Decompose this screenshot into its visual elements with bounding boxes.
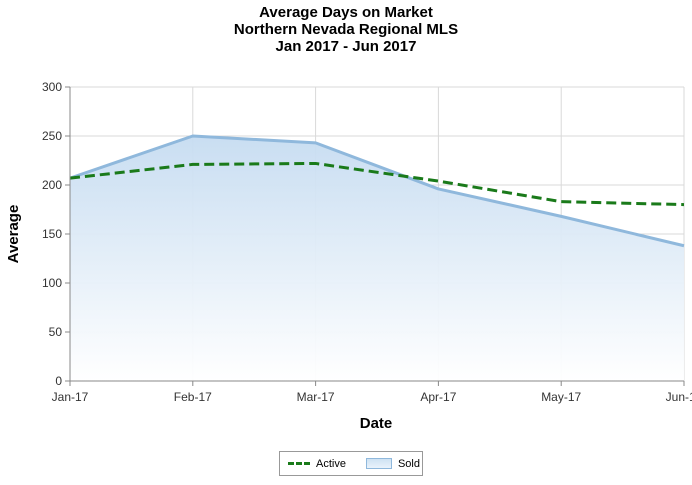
legend-swatch-active <box>288 462 310 465</box>
y-tick-label: 200 <box>42 178 62 192</box>
x-tick-label: Jun-17 <box>666 390 692 404</box>
x-tick-label: Apr-17 <box>420 390 456 404</box>
chart-title: Average Days on Market <box>259 4 433 21</box>
y-tick-label: 50 <box>49 325 63 339</box>
x-tick-label: Mar-17 <box>297 390 335 404</box>
y-tick-label: 300 <box>42 80 62 94</box>
x-tick-labels: Jan-17 Feb-17 Mar-17 Apr-17 May-17 Jun-17 <box>52 390 692 404</box>
x-tick-label: Jan-17 <box>52 390 89 404</box>
x-axis-label: Date <box>360 415 393 432</box>
legend-label-active: Active <box>316 457 346 470</box>
legend-item-sold: Sold <box>354 458 420 470</box>
chart-title-block: Average Days on Market Northern Nevada R… <box>0 4 692 55</box>
x-tick-label: May-17 <box>541 390 581 404</box>
legend-swatch-sold <box>365 458 392 469</box>
active-line-layer <box>69 161 685 207</box>
line-chart: 0 50 100 150 200 250 300 Jan-17 Feb-17 Mar-17 Apr… <box>5 80 692 432</box>
y-tick-labels: 0 50 100 150 200 250 300 <box>42 80 62 388</box>
axes <box>65 86 685 386</box>
y-tick-label: 250 <box>42 129 62 143</box>
sold-area-layer <box>69 134 685 381</box>
sold-series-line <box>69 134 685 248</box>
legend-label-sold: Sold <box>397 457 420 470</box>
y-tick-label: 0 <box>55 374 62 388</box>
legend-item-active: Active <box>288 458 346 470</box>
x-tick-label: Feb-17 <box>174 390 212 404</box>
active-series-line <box>69 161 685 207</box>
legend: Active Sold <box>279 451 423 476</box>
y-axis-label: Average <box>5 205 22 264</box>
chart-subtitle-1: Northern Nevada Regional MLS <box>233 21 459 38</box>
chart-subtitle-2: Jan 2017 - Jun 2017 <box>275 38 417 55</box>
y-tick-label: 100 <box>42 276 62 290</box>
y-tick-label: 150 <box>42 227 62 241</box>
sold-area-fill <box>70 136 684 381</box>
